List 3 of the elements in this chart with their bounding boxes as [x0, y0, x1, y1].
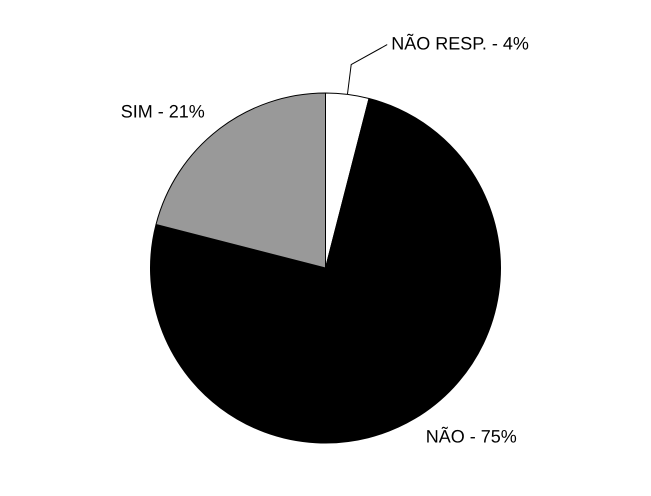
- slice-label: NÃO - 75%: [426, 426, 517, 447]
- slice-label: SIM - 21%: [120, 101, 205, 122]
- slice-label: NÃO RESP. - 4%: [391, 34, 529, 54]
